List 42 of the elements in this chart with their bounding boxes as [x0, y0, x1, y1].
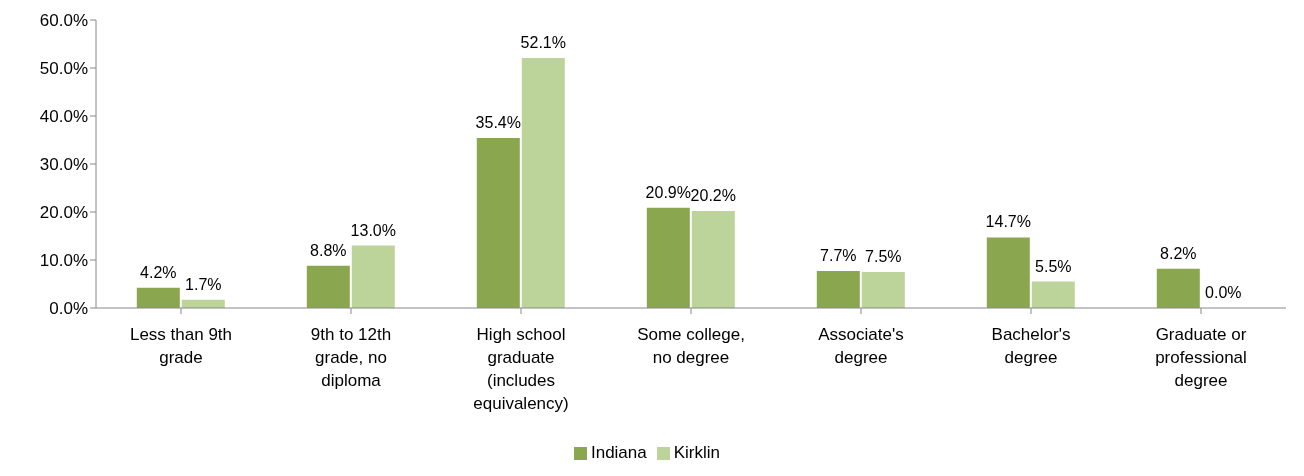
y-tick-label: 0.0%: [49, 299, 88, 319]
data-label: 4.2%: [140, 263, 177, 281]
data-label: 20.2%: [690, 187, 736, 205]
bar: [476, 138, 520, 308]
x-tick-label: Some college, no degree: [637, 325, 745, 367]
data-label: 52.1%: [520, 33, 566, 51]
y-tick-label: 60.0%: [39, 11, 88, 31]
data-label: 7.5%: [865, 248, 902, 265]
y-tick-label: 20.0%: [39, 203, 88, 223]
bar: [986, 237, 1030, 308]
bar: [351, 245, 395, 308]
bar: [691, 211, 735, 308]
data-label: 20.9%: [645, 183, 691, 201]
data-label: 5.5%: [1035, 257, 1072, 275]
data-label: 1.7%: [185, 275, 222, 293]
y-tick-label: 50.0%: [39, 59, 88, 79]
data-label: 35.4%: [475, 114, 521, 132]
data-label: 8.2%: [1160, 244, 1197, 262]
y-tick-label: 30.0%: [39, 155, 88, 175]
bar: [1156, 268, 1200, 308]
bar: [521, 57, 565, 308]
x-tick-label: Less than 9th grade: [129, 325, 233, 367]
bar: [136, 287, 180, 308]
data-label: 13.0%: [350, 221, 396, 239]
legend-label: Indiana: [590, 443, 647, 462]
bar: [816, 271, 860, 308]
data-label: 7.7%: [820, 247, 857, 265]
x-tick-label: Associate's degree: [818, 325, 904, 367]
legend-label: Kirklin: [673, 443, 721, 462]
bar: [861, 272, 905, 308]
bar: [306, 265, 350, 308]
x-tick-label: Bachelor's degree: [991, 325, 1071, 367]
x-tick-label: High school graduate (includes equivalency): [473, 325, 569, 413]
y-tick-label: 40.0%: [39, 107, 88, 127]
data-label: 8.8%: [310, 241, 347, 259]
bar: [1031, 281, 1075, 308]
data-label: 0.0%: [1205, 283, 1242, 301]
x-tick-label: Graduate or professional degree: [1155, 325, 1247, 390]
data-label: 14.7%: [985, 213, 1031, 231]
y-tick-label: 10.0%: [39, 251, 88, 271]
x-tick-label: 9th to 12th grade, no diploma: [310, 325, 392, 390]
bar: [646, 207, 690, 308]
